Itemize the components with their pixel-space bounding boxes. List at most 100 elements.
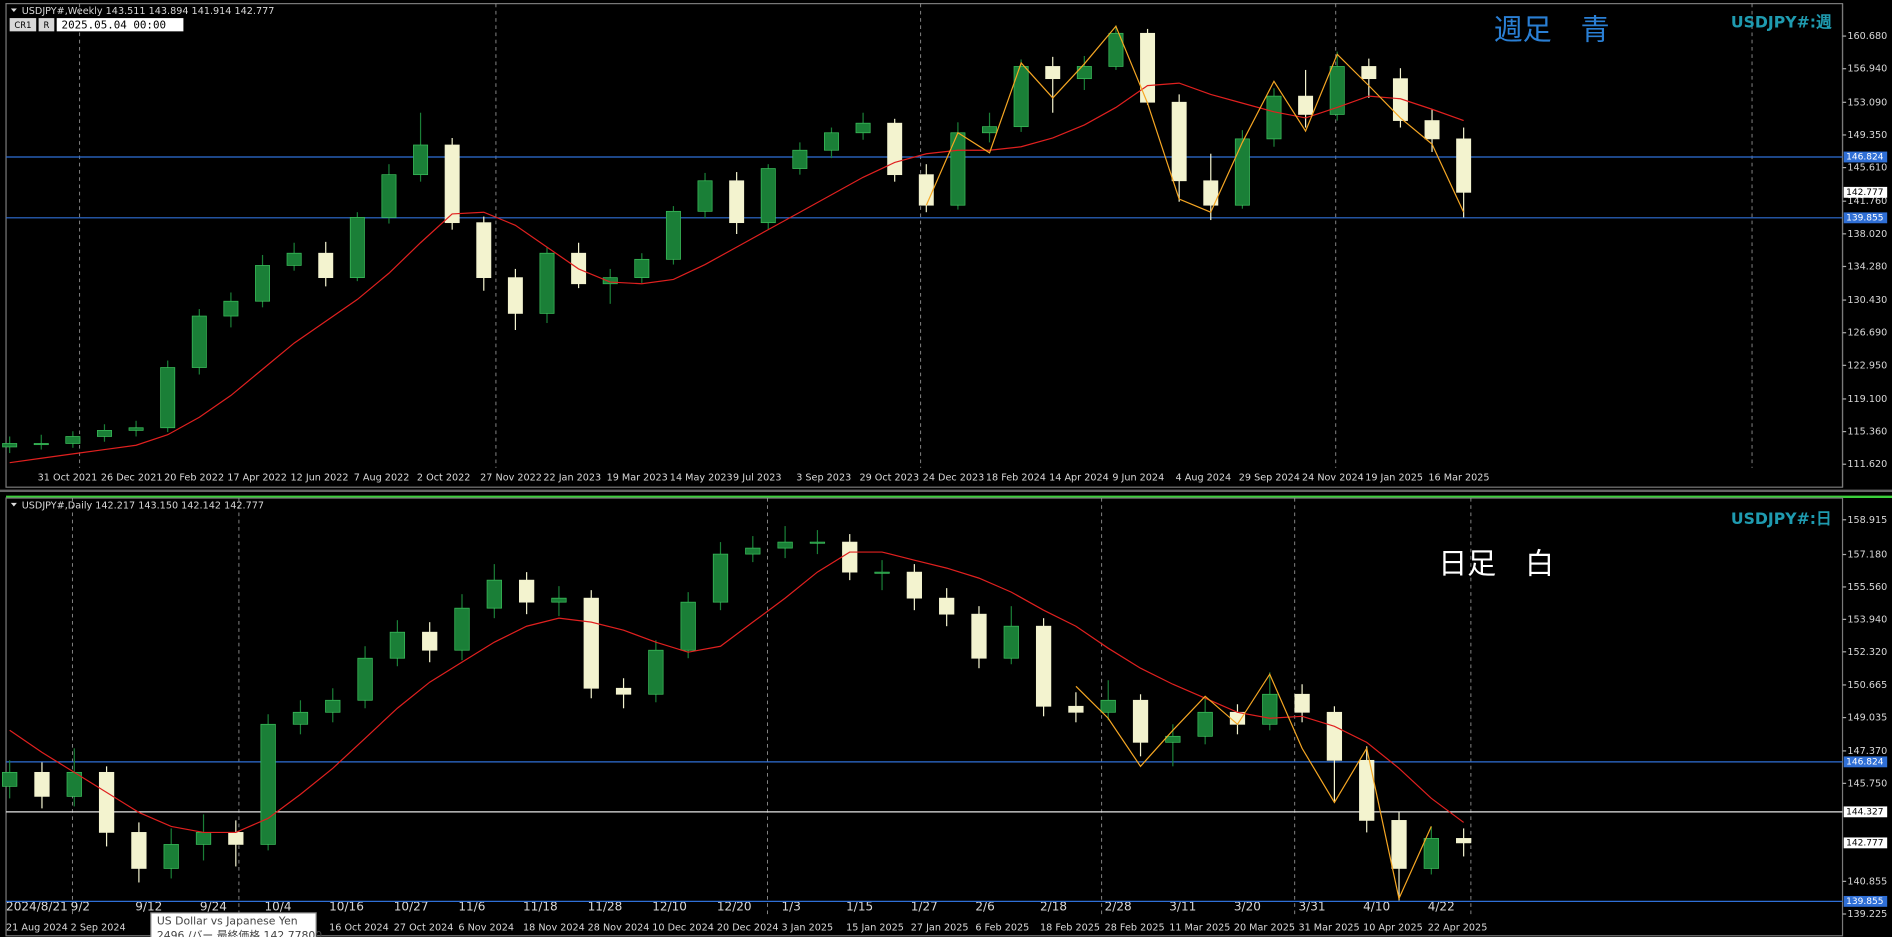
x-tick-label: 31 Mar 2025: [1298, 922, 1359, 933]
time-box-text[interactable]: 2025.05.04 00:00: [62, 18, 166, 31]
price-tag: [1843, 756, 1888, 768]
candle-body: [422, 631, 438, 651]
candle-body: [855, 122, 871, 134]
x-tick-label: 19 Mar 2023: [607, 473, 668, 484]
y-tick-label: 111.620: [1847, 459, 1887, 470]
chart-title: USDJPY#,Weekly 143.511 143.894 141.914 1…: [22, 6, 275, 17]
candle-body: [286, 252, 302, 266]
y-tick-label: 139.225: [1847, 909, 1887, 920]
x-tick-label: 29 Oct 2023: [859, 473, 919, 484]
price-tag-label: 142.777: [1846, 838, 1883, 848]
y-tick-label: 149.350: [1847, 130, 1887, 141]
price-tag: [1843, 837, 1888, 849]
price-tag-label: 146.824: [1846, 757, 1884, 767]
candle-body: [777, 541, 793, 549]
candle-body: [486, 579, 502, 609]
menu-arrow[interactable]: [10, 502, 17, 507]
button-label[interactable]: CR1: [14, 20, 31, 30]
candle-body: [357, 657, 373, 701]
y-tick-label: 150.665: [1847, 680, 1887, 691]
ma-line: [9, 82, 1464, 464]
candle-body: [1068, 705, 1084, 713]
note: 週足 青: [1494, 12, 1610, 46]
candle-body: [228, 832, 244, 845]
candle-body: [1108, 32, 1124, 67]
x-tick-label: 9 Jul 2023: [733, 473, 781, 484]
date-label: 4/22: [1428, 899, 1455, 913]
candle-body: [292, 711, 309, 725]
candle-body: [602, 277, 618, 285]
candle-body: [1266, 95, 1282, 140]
y-tick-label: 130.430: [1847, 295, 1887, 306]
candle-body: [1045, 66, 1061, 80]
date-label: 3/11: [1169, 899, 1196, 913]
x-tick-label: 20 Dec 2024: [717, 922, 779, 933]
x-tick-label: 20 Feb 2022: [164, 473, 224, 484]
tooltip-line: US Dollar vs Japanese Yen: [157, 914, 298, 927]
button[interactable]: [38, 18, 55, 32]
date-label: 12/10: [652, 899, 687, 913]
candle-body: [389, 631, 406, 659]
button[interactable]: [9, 18, 37, 32]
candle-body: [809, 541, 826, 544]
candle-body: [1229, 711, 1246, 725]
candle-body: [1329, 66, 1345, 115]
date-label: 1/3: [781, 899, 800, 913]
candle-body: [2, 443, 18, 448]
x-tick-label: 22 Apr 2025: [1428, 922, 1488, 933]
candle-body: [792, 149, 808, 169]
note: 日足 白: [1438, 547, 1554, 581]
candle-body: [476, 222, 492, 279]
splitter[interactable]: [0, 489, 1892, 493]
candle-body: [325, 699, 341, 713]
date-label: 2/6: [975, 899, 994, 913]
candle-body: [65, 436, 81, 444]
candle-body: [2, 771, 18, 787]
date-label: 9/2: [71, 899, 90, 913]
candle-body: [195, 832, 212, 845]
y-tick-label: 141.760: [1847, 196, 1887, 207]
candle-body: [887, 122, 903, 176]
date-label: 9/24: [200, 899, 227, 913]
candle-body: [260, 723, 276, 845]
menu-arrow[interactable]: [10, 8, 17, 13]
candle-body: [712, 553, 729, 603]
candle-body: [760, 168, 776, 224]
x-tick-label: 3 Sep 2023: [796, 473, 851, 484]
candle-body: [583, 597, 599, 689]
candle-body: [1132, 699, 1149, 743]
candle-body: [971, 613, 987, 659]
x-tick-label: 10 Dec 2024: [652, 922, 714, 933]
candle-body: [1361, 66, 1377, 80]
y-tick-label: 134.280: [1847, 261, 1887, 272]
y-tick-label: 145.610: [1847, 163, 1887, 174]
x-tick-label: 7 Aug 2022: [354, 473, 410, 484]
x-tick-label: 27 Nov 2022: [480, 473, 542, 484]
date-label: 1/15: [846, 899, 873, 913]
x-tick-label: 21 Aug 2024: [6, 922, 68, 933]
candle-body: [648, 649, 664, 695]
candle-body: [729, 180, 745, 224]
y-tick-label: 152.320: [1847, 647, 1887, 658]
candle-body: [824, 132, 839, 151]
price-tag-label: 144.327: [1846, 807, 1883, 817]
y-tick-label: 160.680: [1847, 31, 1887, 42]
x-tick-label: 3 Jan 2025: [781, 922, 833, 933]
tooltip: US Dollar vs Japanese Yen 2496 /バー 最終価格 …: [150, 912, 322, 937]
time-box[interactable]: [56, 18, 184, 32]
x-tick-label: 29 Sep 2024: [1239, 473, 1300, 484]
button-label[interactable]: R: [44, 20, 50, 30]
candle-body: [98, 771, 115, 833]
candle-body: [680, 601, 696, 651]
candle-body: [874, 571, 890, 574]
x-tick-label: 18 Nov 2024: [523, 922, 585, 933]
x-tick-label: 27 Jan 2025: [911, 922, 969, 933]
candle-body: [33, 443, 49, 446]
x-tick-label: 28 Feb 2025: [1105, 922, 1165, 933]
candle-body: [1197, 711, 1213, 737]
candle-body: [1424, 120, 1440, 140]
date-label: 2/28: [1105, 899, 1132, 913]
